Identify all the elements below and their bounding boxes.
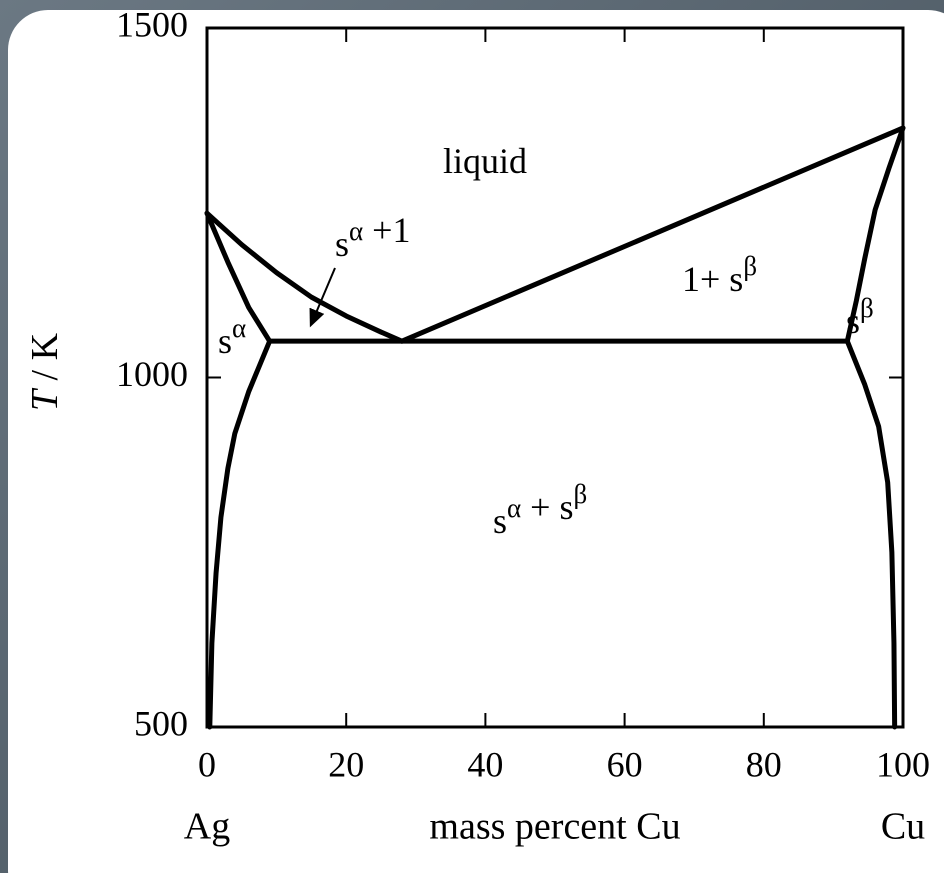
x-tick-label: 100 <box>876 744 930 784</box>
x-end-label: Cu <box>881 806 925 848</box>
region-label-text: + s <box>521 487 573 527</box>
region-label-text: s <box>846 301 860 341</box>
region-label: sα + sβ <box>493 479 587 541</box>
region-label: liquid <box>443 141 527 181</box>
region-label: 1+ sβ <box>682 251 757 299</box>
x-tick-label: 80 <box>746 744 782 784</box>
region-label-sup: α <box>507 493 521 523</box>
region-label-sup: β <box>743 251 757 281</box>
phase-boundary <box>204 210 273 344</box>
y-axis-label: T / K <box>24 332 66 411</box>
annotation-arrow <box>309 267 336 328</box>
phase-boundary <box>844 338 898 730</box>
region-label-text: s <box>493 501 507 541</box>
phase-boundary <box>204 210 405 344</box>
y-tick-label: 1000 <box>116 354 188 394</box>
region-label-sup: α <box>232 313 246 343</box>
y-tick-label: 1500 <box>116 4 188 44</box>
phase-boundary <box>207 338 273 730</box>
region-label-sup: α <box>349 216 363 246</box>
x-tick-label: 20 <box>328 744 364 784</box>
y-tick-label: 500 <box>134 703 188 743</box>
region-label-sup: β <box>573 479 587 509</box>
region-label-text: 1+ s <box>682 259 743 299</box>
region-label: sβ <box>846 293 874 341</box>
region-label-sup: β <box>860 293 874 323</box>
region-label: sα +1 <box>335 210 410 264</box>
region-label-text: s <box>335 224 349 264</box>
y-axis-unit: / K <box>24 332 66 380</box>
x-tick-label: 0 <box>198 744 216 784</box>
y-axis-symbol: T <box>24 387 66 411</box>
x-tick-label: 60 <box>607 744 643 784</box>
x-end-label: Ag <box>184 806 230 848</box>
phase-boundary <box>399 125 906 344</box>
region-label-text: s <box>218 321 232 361</box>
x-tick-label: 40 <box>467 744 503 784</box>
region-label: sα <box>218 313 246 361</box>
panel <box>8 10 944 873</box>
x-axis-label: mass percent Cu <box>429 806 680 848</box>
region-label-text: +1 <box>363 210 410 250</box>
region-label-text: liquid <box>443 141 527 181</box>
phase-boundary <box>844 125 906 344</box>
